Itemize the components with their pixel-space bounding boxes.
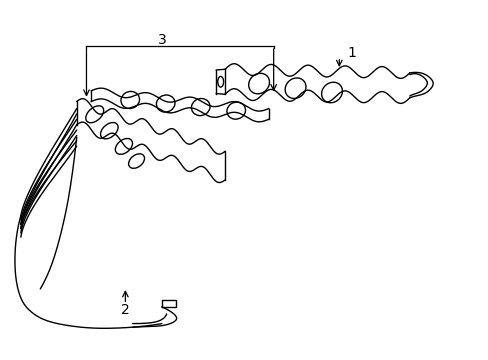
Ellipse shape <box>285 78 305 98</box>
Ellipse shape <box>248 73 269 94</box>
Ellipse shape <box>191 99 210 116</box>
Ellipse shape <box>226 102 245 119</box>
Text: 3: 3 <box>157 33 166 46</box>
Ellipse shape <box>156 95 175 112</box>
Ellipse shape <box>217 76 223 87</box>
Ellipse shape <box>121 91 139 108</box>
Ellipse shape <box>115 139 132 154</box>
Ellipse shape <box>101 122 118 139</box>
Text: 1: 1 <box>346 46 355 60</box>
Ellipse shape <box>85 106 103 123</box>
Ellipse shape <box>321 82 342 103</box>
Ellipse shape <box>128 154 144 168</box>
Text: 2: 2 <box>121 303 129 318</box>
